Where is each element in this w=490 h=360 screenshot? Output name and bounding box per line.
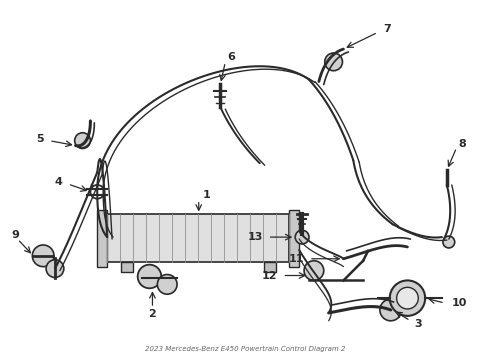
Bar — [98, 210, 107, 267]
Text: 2: 2 — [148, 309, 156, 319]
Bar — [264, 262, 275, 271]
Text: 5: 5 — [37, 134, 44, 144]
Text: 9: 9 — [12, 230, 20, 240]
Circle shape — [325, 53, 343, 71]
Text: 7: 7 — [383, 24, 391, 34]
Circle shape — [46, 260, 64, 278]
Text: 13: 13 — [247, 232, 263, 242]
Bar — [107, 215, 289, 262]
Circle shape — [157, 275, 177, 294]
Circle shape — [74, 133, 91, 148]
Circle shape — [32, 245, 54, 267]
Circle shape — [138, 265, 161, 288]
Text: 12: 12 — [262, 270, 277, 280]
Bar — [289, 210, 299, 267]
Text: 8: 8 — [459, 139, 466, 149]
Text: 2023 Mercedes-Benz E450 Powertrain Control Diagram 2: 2023 Mercedes-Benz E450 Powertrain Contr… — [145, 346, 345, 352]
Circle shape — [304, 261, 324, 280]
Circle shape — [295, 230, 309, 244]
Text: 11: 11 — [289, 254, 304, 264]
Text: 10: 10 — [452, 298, 467, 308]
Circle shape — [396, 287, 418, 309]
Circle shape — [390, 280, 425, 316]
Text: 6: 6 — [227, 52, 235, 62]
Bar — [121, 262, 133, 271]
Text: 1: 1 — [203, 190, 210, 200]
Text: 3: 3 — [415, 319, 422, 329]
Circle shape — [380, 299, 401, 321]
Text: 4: 4 — [55, 177, 63, 187]
Circle shape — [443, 236, 455, 248]
